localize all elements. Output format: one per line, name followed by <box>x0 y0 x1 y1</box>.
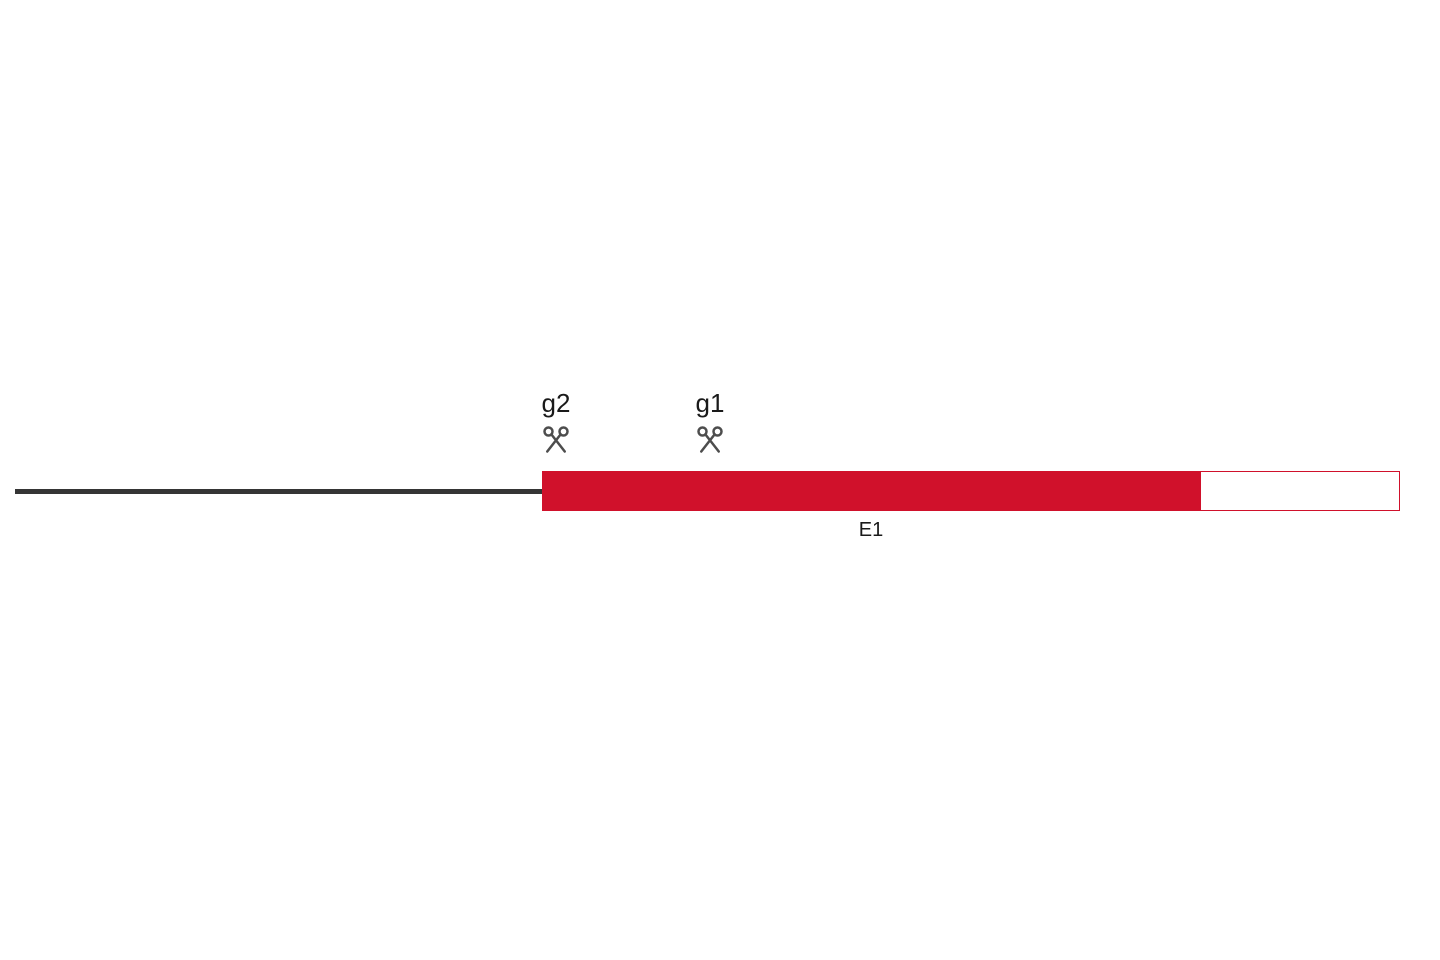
gene-diagram: E1 g2 g1 <box>0 0 1440 960</box>
exon-label: E1 <box>859 519 883 542</box>
utr-box <box>1200 471 1400 511</box>
scissors-icon <box>541 424 571 454</box>
guide-label-g1: g1 <box>696 388 725 419</box>
scissors-icon <box>695 424 725 454</box>
guide-label-g2: g2 <box>542 388 571 419</box>
exon-e1 <box>542 471 1200 511</box>
